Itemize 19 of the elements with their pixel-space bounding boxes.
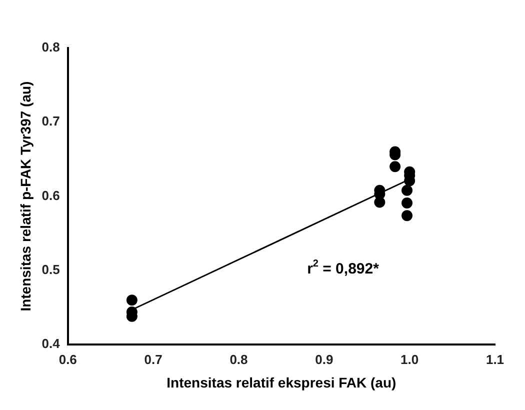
y-tick-label: 0.6 xyxy=(42,188,60,203)
y-tick-label: 0.7 xyxy=(42,114,60,129)
point xyxy=(374,196,386,208)
y-axis-title: Intensitas relatif p-FAK Tyr397 (au) xyxy=(17,81,34,312)
x-tick-label: 0.8 xyxy=(230,352,248,367)
point xyxy=(402,184,413,196)
x-tick-label: 0.6 xyxy=(58,352,77,367)
point xyxy=(402,197,413,208)
x-tick-label: 1.1 xyxy=(486,352,504,367)
y-tick-label: 0.5 xyxy=(42,262,60,278)
point xyxy=(126,294,138,306)
x-axis-title: Intensitas relatif ekspresi FAK (au) xyxy=(166,374,396,390)
x-tick-label: 1.0 xyxy=(400,352,419,367)
x-tick-label: 0.7 xyxy=(144,352,162,367)
point xyxy=(402,210,413,222)
x-tick-label: 0.9 xyxy=(315,352,334,367)
y-tick-label: 0.8 xyxy=(42,40,60,55)
y-tick-label: 0.4 xyxy=(42,336,61,352)
point xyxy=(390,161,401,172)
